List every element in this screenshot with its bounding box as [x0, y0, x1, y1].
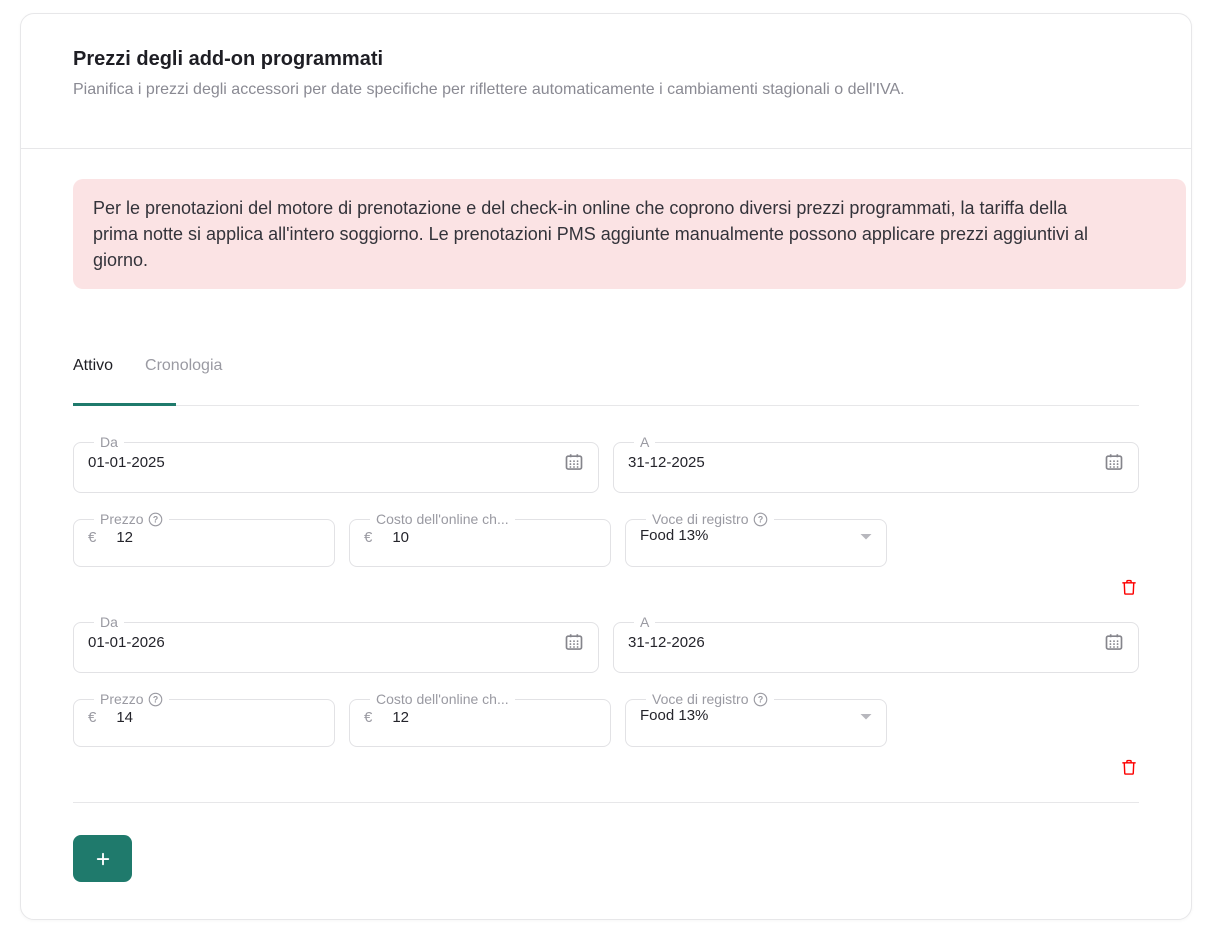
svg-text:?: ? — [152, 694, 157, 704]
svg-text:?: ? — [757, 514, 762, 524]
svg-text:?: ? — [152, 514, 157, 524]
svg-text:?: ? — [757, 694, 762, 704]
